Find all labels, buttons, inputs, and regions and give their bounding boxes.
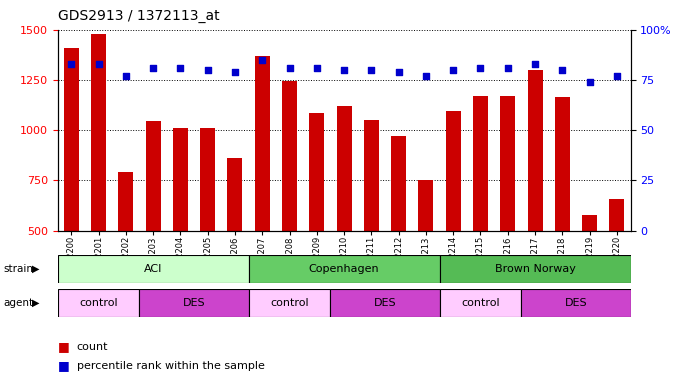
Bar [309, 113, 324, 331]
Text: Brown Norway: Brown Norway [495, 264, 576, 274]
Bar [200, 128, 215, 331]
Bar [439, 255, 631, 283]
Bar [330, 289, 439, 317]
Point [202, 67, 213, 73]
Point [475, 65, 486, 71]
Point [148, 65, 159, 71]
Bar [249, 289, 330, 317]
Text: ▶: ▶ [31, 298, 39, 308]
Text: count: count [77, 342, 108, 352]
Bar [173, 128, 188, 331]
Point [584, 79, 595, 85]
Point [93, 61, 104, 67]
Point [311, 65, 322, 71]
Text: strain: strain [3, 264, 33, 274]
Point [175, 65, 186, 71]
Text: percentile rank within the sample: percentile rank within the sample [77, 361, 264, 370]
Text: DES: DES [374, 298, 397, 308]
Text: ■: ■ [58, 340, 69, 353]
Point [339, 67, 350, 73]
Bar [249, 255, 439, 283]
Text: agent: agent [3, 298, 33, 308]
Point [612, 73, 622, 79]
Bar [64, 48, 79, 331]
Bar [439, 289, 521, 317]
Bar [527, 70, 542, 331]
Point [557, 67, 567, 73]
Text: control: control [461, 298, 500, 308]
Point [66, 61, 77, 67]
Bar [336, 106, 352, 331]
Bar [255, 56, 270, 331]
Point [420, 73, 431, 79]
Point [230, 69, 241, 75]
Bar [364, 120, 379, 331]
Text: ▶: ▶ [31, 264, 39, 274]
Bar [555, 97, 570, 331]
Bar [58, 255, 249, 283]
Bar [610, 198, 624, 331]
Text: control: control [271, 298, 309, 308]
Point [257, 57, 268, 63]
Bar [146, 121, 161, 331]
Bar [391, 136, 406, 331]
Bar [119, 172, 134, 331]
Text: DES: DES [183, 298, 205, 308]
Bar [227, 158, 243, 331]
Point [284, 65, 295, 71]
Bar [282, 81, 297, 331]
Bar [582, 214, 597, 331]
Text: ■: ■ [58, 359, 69, 372]
Point [447, 67, 458, 73]
Bar [473, 96, 488, 331]
Bar [91, 34, 106, 331]
Text: GDS2913 / 1372113_at: GDS2913 / 1372113_at [58, 9, 219, 23]
Text: control: control [79, 298, 118, 308]
Bar [58, 289, 140, 317]
Point [366, 67, 377, 73]
Point [530, 61, 540, 67]
Bar [445, 111, 461, 331]
Bar [418, 180, 433, 331]
Bar [521, 289, 631, 317]
Point [502, 65, 513, 71]
Text: Copenhagen: Copenhagen [308, 264, 380, 274]
Bar [140, 289, 249, 317]
Text: DES: DES [565, 298, 587, 308]
Point [393, 69, 404, 75]
Text: ACI: ACI [144, 264, 162, 274]
Bar [500, 96, 515, 331]
Point [121, 73, 132, 79]
